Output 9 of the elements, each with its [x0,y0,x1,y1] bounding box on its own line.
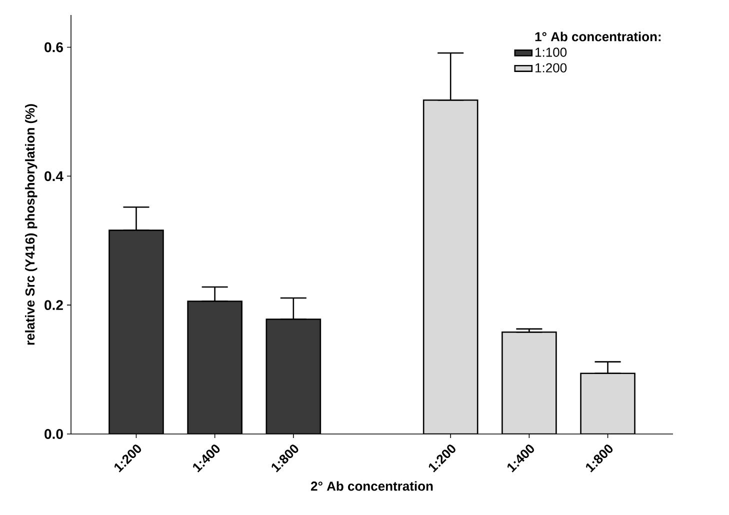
y-tick-label: 0.0 [44,429,63,439]
y-tick-label: 0.2 [44,300,63,310]
y-tick-label: 0.4 [44,171,64,182]
x-axis-title: 2° Ab concentration [310,481,433,491]
legend-title: 1° Ab concentration: [535,32,661,42]
y-axis-title: relative Src (Y416) phosphorylation (%) [25,104,38,345]
legend-label: 1:200 [536,63,567,72]
y-tick-label: 0.6 [44,42,63,52]
legend-label: 1:100 [536,48,567,57]
